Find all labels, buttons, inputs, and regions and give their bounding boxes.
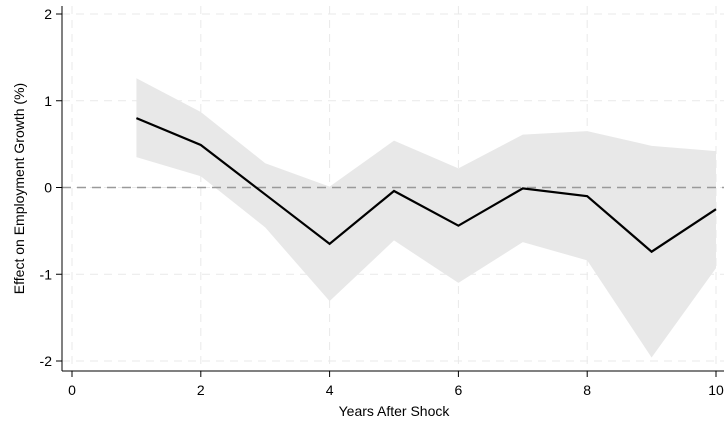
y-tick-label: -2	[40, 353, 53, 369]
x-axis-title: Years After Shock	[339, 403, 451, 419]
confidence-band-layer	[136, 78, 716, 358]
y-tick-label: -1	[40, 266, 53, 282]
x-tick-label: 4	[326, 382, 334, 398]
x-tick-label: 8	[583, 382, 591, 398]
x-tick-label: 10	[708, 382, 724, 398]
y-tick-label: 1	[44, 93, 52, 109]
x-tick-label: 2	[197, 382, 205, 398]
series-layer	[135, 117, 717, 254]
x-tick-label: 6	[455, 382, 463, 398]
y-axis-title: Effect on Employment Growth (%)	[11, 83, 27, 294]
estimate-line	[135, 117, 717, 254]
axes	[61, 6, 724, 372]
y-tick-label: 2	[44, 6, 52, 22]
ticks: 0 2 4 6 8 10 -2 -1 0 1 2	[40, 6, 724, 398]
y-tick-label: 0	[44, 180, 52, 196]
confidence-band	[136, 78, 716, 358]
x-tick-label: 0	[68, 382, 76, 398]
